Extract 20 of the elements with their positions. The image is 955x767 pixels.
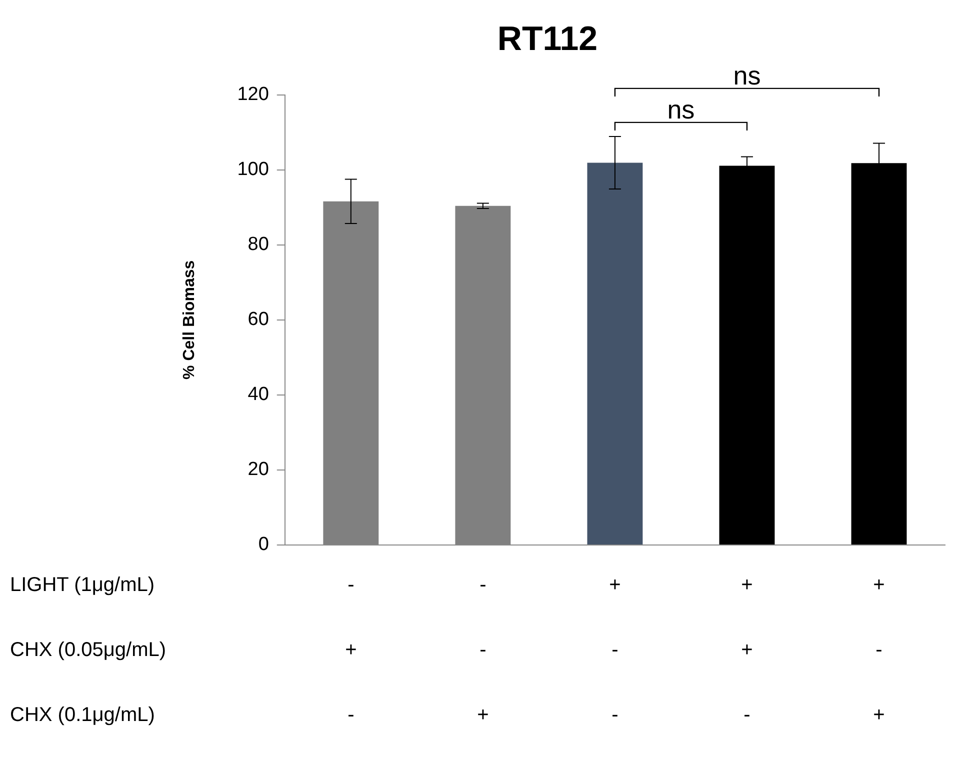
text: CHX (0.05μg/mL) (10, 639, 166, 662)
y-tick-label: 40 (248, 384, 269, 406)
category-label: + - - (609, 574, 621, 726)
y-tick-label: 100 (237, 159, 269, 180)
y-tick-label: 120 (237, 84, 269, 106)
annotation: ns (667, 94, 695, 125)
chart-title: RT112 (497, 20, 598, 58)
text: ns (733, 60, 761, 91)
y-axis-title: % Cell Biomass (181, 260, 198, 380)
y-tick-label: 60 (248, 309, 269, 330)
bar (587, 162, 643, 544)
y-tick-label: 0 (258, 534, 269, 556)
category-label: + - + (873, 574, 885, 726)
y-tick-label: 80 (248, 234, 269, 256)
category-label: - - + (477, 574, 489, 726)
text: LIGHT (1μg/mL) (10, 574, 155, 596)
category-label: - + - (345, 574, 357, 726)
y-tick-label: 20 (248, 459, 269, 480)
category-label: + + - (741, 574, 753, 726)
text: CHX (0.1μg/mL) (10, 704, 155, 726)
